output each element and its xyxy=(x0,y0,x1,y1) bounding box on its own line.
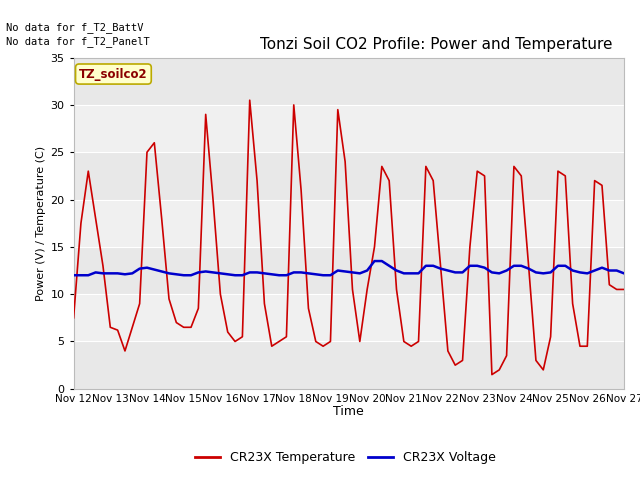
Legend: CR23X Temperature, CR23X Voltage: CR23X Temperature, CR23X Voltage xyxy=(190,446,501,469)
Bar xyxy=(74,247,624,294)
Text: TZ_soilco2: TZ_soilco2 xyxy=(79,68,148,81)
Text: No data for f_T2_PanelT: No data for f_T2_PanelT xyxy=(6,36,150,47)
Text: Tonzi Soil CO2 Profile: Power and Temperature: Tonzi Soil CO2 Profile: Power and Temper… xyxy=(260,37,613,52)
Bar xyxy=(74,341,624,389)
Y-axis label: Power (V) / Temperature (C): Power (V) / Temperature (C) xyxy=(36,145,46,301)
Bar xyxy=(74,152,624,200)
X-axis label: Time: Time xyxy=(333,405,364,418)
Bar xyxy=(74,58,624,105)
Text: No data for f_T2_BattV: No data for f_T2_BattV xyxy=(6,22,144,33)
